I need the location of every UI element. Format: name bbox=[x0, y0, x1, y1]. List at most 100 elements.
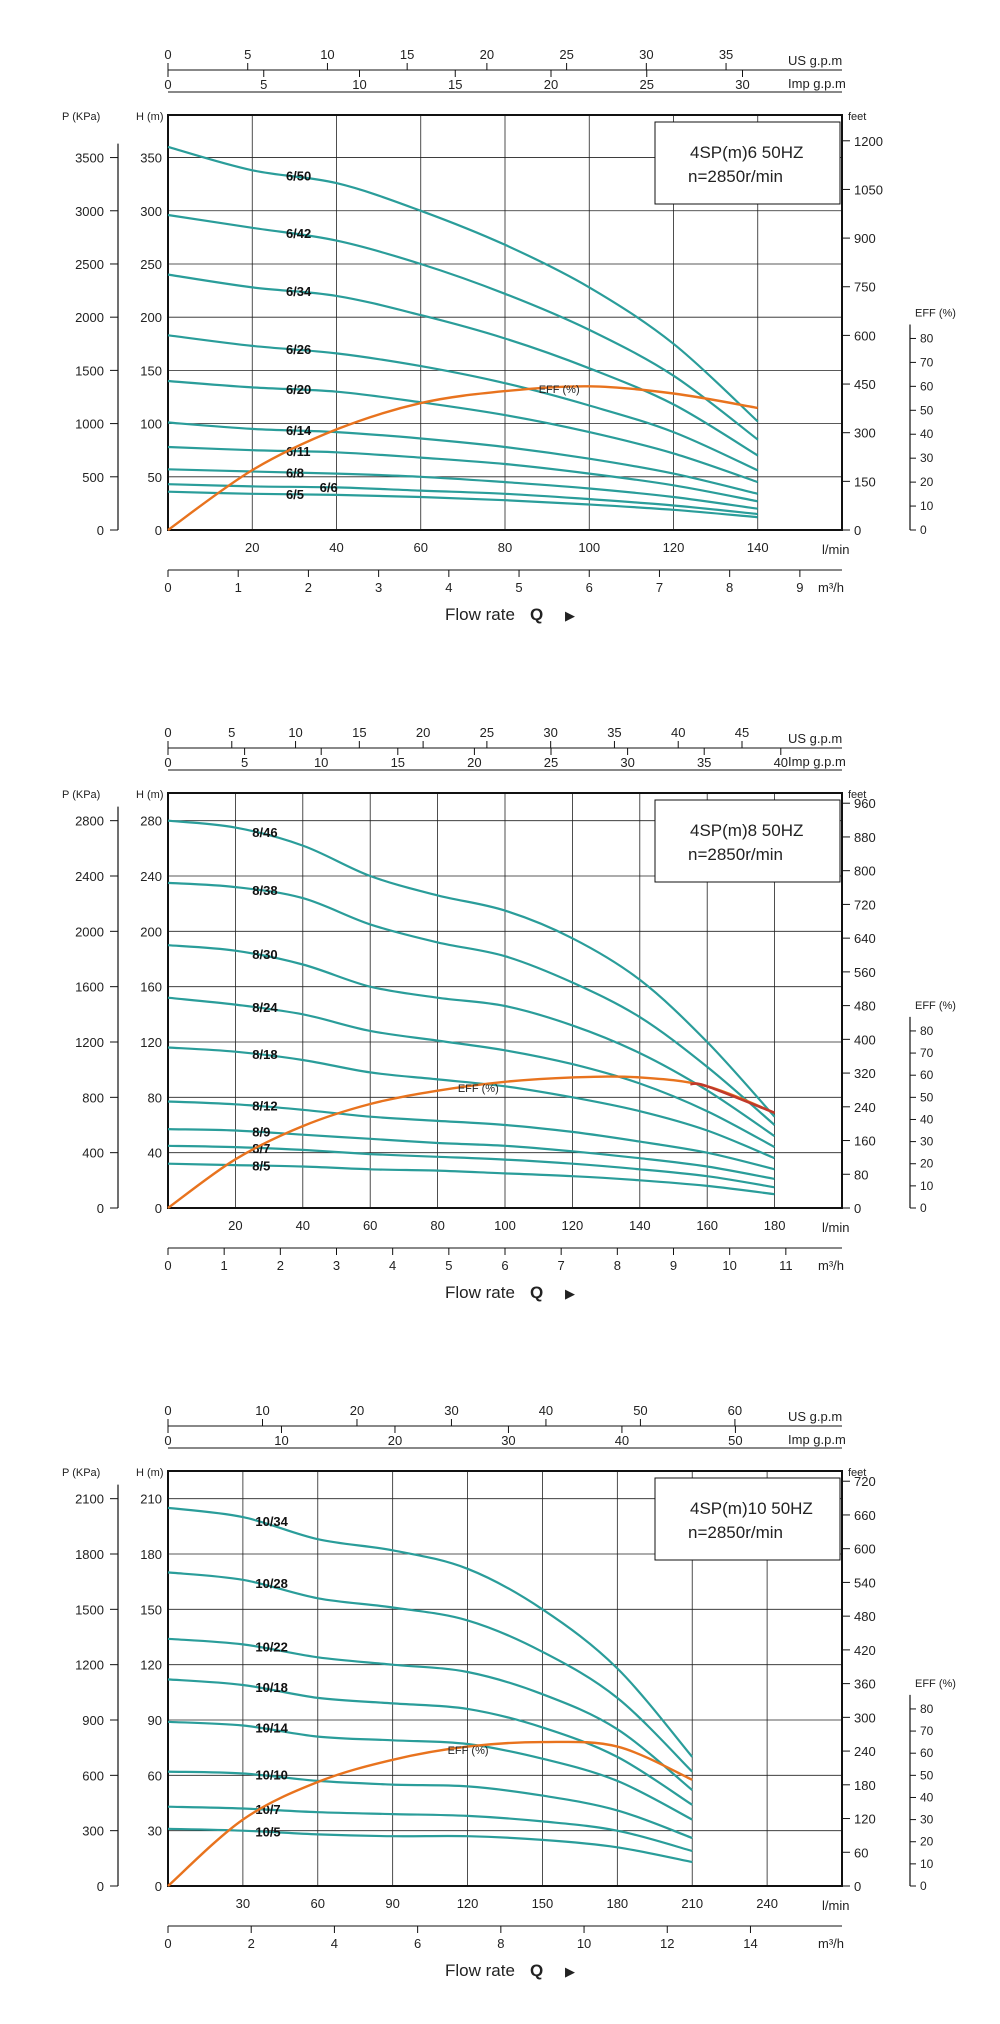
efficiency-axis-label: EFF (%) bbox=[915, 1000, 956, 1012]
pressure-tick-label: 2400 bbox=[75, 869, 104, 884]
head-curve-6-6 bbox=[167, 483, 758, 516]
m3h-tick-label: 9 bbox=[670, 1258, 677, 1273]
head-tick-label: 350 bbox=[140, 151, 162, 166]
flow-rate-q: Q bbox=[530, 1961, 543, 1980]
efficiency-tick-label: 10 bbox=[920, 499, 934, 513]
m3h-tick-label: 2 bbox=[277, 1258, 284, 1273]
head-curve-6-34 bbox=[167, 273, 759, 457]
us-gpm-tick-label: 40 bbox=[671, 725, 685, 740]
efficiency-tick-label: 70 bbox=[920, 1046, 934, 1060]
feet-tick-label: 60 bbox=[854, 1845, 868, 1860]
lmin-tick-label: 120 bbox=[562, 1218, 584, 1233]
efficiency-tick-label: 40 bbox=[920, 427, 934, 441]
m3h-tick-label: 4 bbox=[389, 1258, 396, 1273]
curve-label: 6/5 bbox=[286, 487, 304, 502]
head-curve-8-38 bbox=[167, 881, 776, 1126]
imp-gpm-label: Imp g.p.m bbox=[788, 76, 846, 91]
head-curve-10-28 bbox=[167, 1571, 693, 1773]
imp-gpm-tick-label: 0 bbox=[164, 755, 171, 770]
pressure-tick-label: 1200 bbox=[75, 1658, 104, 1673]
feet-tick-label: 600 bbox=[854, 1542, 876, 1557]
m3h-tick-label: 3 bbox=[375, 580, 382, 595]
flow-rate-label: Flow rate bbox=[445, 605, 515, 624]
head-curve-6-11 bbox=[167, 445, 759, 503]
head-curve-10-5 bbox=[167, 1827, 693, 1864]
feet-tick-label: 960 bbox=[854, 796, 876, 811]
m3h-tick-label: 7 bbox=[656, 580, 663, 595]
pressure-tick-label: 1200 bbox=[75, 1035, 104, 1050]
us-gpm-tick-label: 30 bbox=[444, 1403, 458, 1418]
head-curve-10-18 bbox=[167, 1678, 693, 1806]
head-tick-label: 50 bbox=[148, 470, 162, 485]
plot-frame bbox=[167, 114, 843, 531]
head-tick-label: 90 bbox=[148, 1713, 162, 1728]
chart-subtitle: n=2850r/min bbox=[688, 845, 783, 864]
feet-tick-label: 180 bbox=[854, 1778, 876, 1793]
curve-label: 8/5 bbox=[252, 1158, 270, 1173]
efficiency-tick-label: 70 bbox=[920, 355, 934, 369]
lmin-tick-label: 180 bbox=[764, 1218, 786, 1233]
pressure-tick-label: 3500 bbox=[75, 151, 104, 166]
pressure-tick-label: 1500 bbox=[75, 363, 104, 378]
feet-axis-label: feet bbox=[848, 789, 866, 801]
efficiency-tick-label: 80 bbox=[920, 1024, 934, 1038]
pressure-axis-label: P (KPa) bbox=[62, 1467, 100, 1479]
lmin-tick-label: 80 bbox=[430, 1218, 444, 1233]
head-curve-6-42 bbox=[167, 213, 759, 441]
head-tick-label: 100 bbox=[140, 417, 162, 432]
us-gpm-tick-label: 20 bbox=[416, 725, 430, 740]
efficiency-axis-label: EFF (%) bbox=[915, 1678, 956, 1690]
feet-tick-label: 900 bbox=[854, 231, 876, 246]
head-tick-label: 120 bbox=[140, 1035, 162, 1050]
head-axis-label: H (m) bbox=[136, 789, 164, 801]
bottom-flow-axes: 30 60 90 120 150 180 210 240 l/min 0 2 4 6 8 10 12 14 m³/… bbox=[164, 1896, 849, 1951]
feet-tick-label: 800 bbox=[854, 864, 876, 879]
m3h-tick-label: 6 bbox=[414, 1936, 421, 1951]
feet-tick-label: 240 bbox=[854, 1744, 876, 1759]
feet-axis-label: feet bbox=[848, 111, 866, 123]
m3h-tick-label: 0 bbox=[164, 1936, 171, 1951]
flow-rate-caption: Flow rate Q ▶ bbox=[445, 1283, 575, 1302]
pressure-tick-label: 900 bbox=[82, 1713, 104, 1728]
pressure-tick-label: 1600 bbox=[75, 980, 104, 995]
flow-rate-caption: Flow rate Q ▶ bbox=[445, 605, 575, 624]
m3h-tick-label: 1 bbox=[221, 1258, 228, 1273]
head-curve-8-7 bbox=[167, 1144, 775, 1189]
head-curve-10-14 bbox=[167, 1720, 693, 1821]
us-gpm-tick-label: 15 bbox=[352, 725, 366, 740]
lmin-tick-label: 20 bbox=[228, 1218, 242, 1233]
m3h-tick-label: 3 bbox=[333, 1258, 340, 1273]
flow-rate-label: Flow rate bbox=[445, 1961, 515, 1980]
us-gpm-tick-label: 10 bbox=[255, 1403, 269, 1418]
imp-gpm-tick-label: 30 bbox=[620, 755, 634, 770]
chart-title: 4SP(m)6 50HZ bbox=[690, 143, 803, 162]
imp-gpm-tick-label: 15 bbox=[448, 77, 462, 92]
curve-label: 8/46 bbox=[252, 825, 277, 840]
head-tick-label: 160 bbox=[140, 980, 162, 995]
pressure-tick-label: 500 bbox=[82, 470, 104, 485]
imp-gpm-tick-label: 25 bbox=[640, 77, 654, 92]
pressure-tick-label: 3000 bbox=[75, 204, 104, 219]
head-curve-6-20 bbox=[167, 379, 759, 484]
efficiency-curve-group: EFF (%) bbox=[167, 384, 759, 531]
head-tick-label: 200 bbox=[140, 310, 162, 325]
lmin-label: l/min bbox=[822, 542, 849, 557]
head-curve-8-30 bbox=[167, 944, 776, 1138]
lmin-tick-label: 180 bbox=[606, 1896, 628, 1911]
us-gpm-tick-label: 15 bbox=[400, 47, 414, 62]
us-gpm-label: US g.p.m bbox=[788, 53, 842, 68]
us-gpm-tick-label: 0 bbox=[164, 725, 171, 740]
chart-title: 4SP(m)8 50HZ bbox=[690, 821, 803, 840]
lmin-tick-label: 60 bbox=[414, 540, 428, 555]
head-axis-label: H (m) bbox=[136, 1467, 164, 1479]
m3h-tick-label: 2 bbox=[248, 1936, 255, 1951]
feet-tick-label: 1050 bbox=[854, 182, 883, 197]
feet-tick-label: 560 bbox=[854, 965, 876, 980]
us-gpm-tick-label: 0 bbox=[164, 47, 171, 62]
us-gpm-tick-label: 30 bbox=[639, 47, 653, 62]
pressure-tick-label: 600 bbox=[82, 1768, 104, 1783]
head-tick-label: 300 bbox=[140, 204, 162, 219]
lmin-label: l/min bbox=[822, 1220, 849, 1235]
